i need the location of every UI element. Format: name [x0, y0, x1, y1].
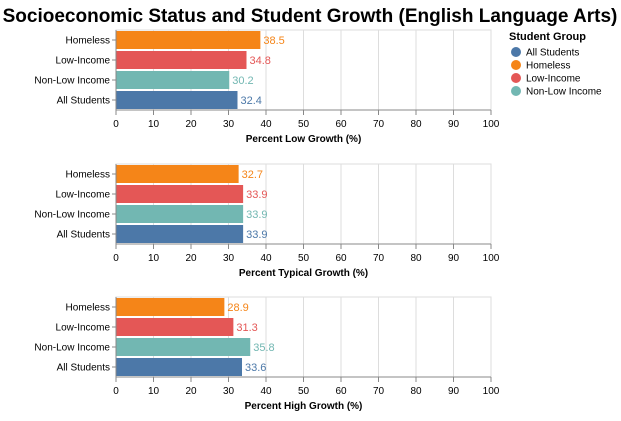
bar	[116, 165, 239, 183]
x-tick-label: 60	[335, 386, 347, 397]
x-tick-label: 10	[148, 253, 160, 264]
bar	[116, 31, 261, 49]
data-label: 28.9	[227, 302, 248, 314]
x-tick-label: 90	[448, 386, 460, 397]
x-tick-label: 50	[298, 386, 310, 397]
x-tick-label: 70	[373, 386, 385, 397]
legend-swatch	[511, 86, 521, 96]
x-tick-label: 90	[448, 119, 460, 130]
x-axis-title: Percent High Growth (%)	[245, 401, 363, 412]
y-tick-label: Homeless	[66, 303, 110, 314]
data-label: 34.8	[250, 55, 271, 67]
data-label: 33.9	[246, 189, 267, 201]
y-tick-label: Homeless	[66, 170, 110, 181]
x-tick-label: 30	[223, 119, 235, 130]
x-tick-label: 60	[335, 119, 347, 130]
y-tick-label: Low-Income	[56, 190, 111, 201]
bar	[116, 225, 244, 243]
x-tick-label: 20	[185, 253, 197, 264]
bar	[116, 338, 251, 356]
data-label: 35.8	[253, 342, 274, 354]
x-tick-label: 90	[448, 253, 460, 264]
data-label: 33.9	[246, 229, 267, 241]
x-tick-label: 10	[148, 386, 160, 397]
data-label: 32.4	[241, 95, 262, 107]
bar	[116, 185, 244, 203]
x-tick-label: 20	[185, 386, 197, 397]
x-tick-label: 40	[260, 119, 272, 130]
x-tick-label: 80	[410, 119, 422, 130]
x-tick-label: 0	[113, 253, 119, 264]
legend-swatch	[511, 47, 521, 57]
y-tick-label: Non-Low Income	[34, 343, 110, 354]
x-tick-label: 80	[410, 253, 422, 264]
x-tick-label: 60	[335, 253, 347, 264]
data-label: 33.6	[245, 362, 266, 374]
bar	[116, 298, 225, 316]
bar	[116, 358, 242, 376]
legend-label: Homeless	[526, 61, 570, 72]
x-tick-label: 50	[298, 253, 310, 264]
x-tick-label: 50	[298, 119, 310, 130]
x-tick-label: 0	[113, 119, 119, 130]
legend-label: Non-Low Income	[526, 87, 602, 98]
x-tick-label: 10	[148, 119, 160, 130]
legend-swatch	[511, 73, 521, 83]
data-label: 31.3	[236, 322, 257, 334]
y-tick-label: All Students	[57, 230, 110, 241]
legend-swatch	[511, 60, 521, 70]
y-tick-label: All Students	[57, 363, 110, 374]
y-tick-label: All Students	[57, 96, 110, 107]
x-tick-label: 100	[483, 386, 500, 397]
bar	[116, 51, 247, 69]
x-tick-label: 40	[260, 253, 272, 264]
y-tick-label: Non-Low Income	[34, 76, 110, 87]
data-label: 38.5	[263, 35, 284, 47]
x-tick-label: 100	[483, 253, 500, 264]
legend-title: Student Group	[509, 31, 586, 43]
x-tick-label: 70	[373, 253, 385, 264]
panel-1: 38.5 Homeless 34.8 Low-Income 30.2 Non-Low In…	[34, 29, 500, 145]
panel-2: 32.7 Homeless 33.9 Low-Income 33.9 Non-Low In…	[34, 163, 500, 279]
x-tick-label: 100	[483, 119, 500, 130]
x-tick-label: 0	[113, 386, 119, 397]
x-tick-label: 80	[410, 386, 422, 397]
x-tick-label: 30	[223, 386, 235, 397]
panel-3: 28.9 Homeless 31.3 Low-Income 35.8 Non-Low In…	[34, 296, 500, 412]
data-label: 30.2	[232, 75, 253, 87]
x-tick-label: 40	[260, 386, 272, 397]
x-tick-label: 30	[223, 253, 235, 264]
y-tick-label: Low-Income	[56, 56, 111, 67]
chart-title: Socioeconomic Status and Student Growth …	[3, 6, 618, 27]
bar	[116, 91, 238, 109]
x-axis-title: Percent Typical Growth (%)	[239, 268, 368, 279]
legend: Student Group All Students Homeless Low-Inc…	[509, 31, 602, 98]
x-tick-label: 20	[185, 119, 197, 130]
y-tick-label: Low-Income	[56, 323, 111, 334]
y-tick-label: Non-Low Income	[34, 210, 110, 221]
y-tick-label: Homeless	[66, 36, 110, 47]
bar	[116, 205, 244, 223]
x-tick-label: 70	[373, 119, 385, 130]
legend-label: All Students	[526, 48, 579, 59]
bar	[116, 71, 230, 89]
x-axis-title: Percent Low Growth (%)	[246, 134, 362, 145]
bar	[116, 318, 234, 336]
data-label: 32.7	[242, 169, 263, 181]
legend-label: Low-Income	[526, 74, 581, 85]
data-label: 33.9	[246, 209, 267, 221]
